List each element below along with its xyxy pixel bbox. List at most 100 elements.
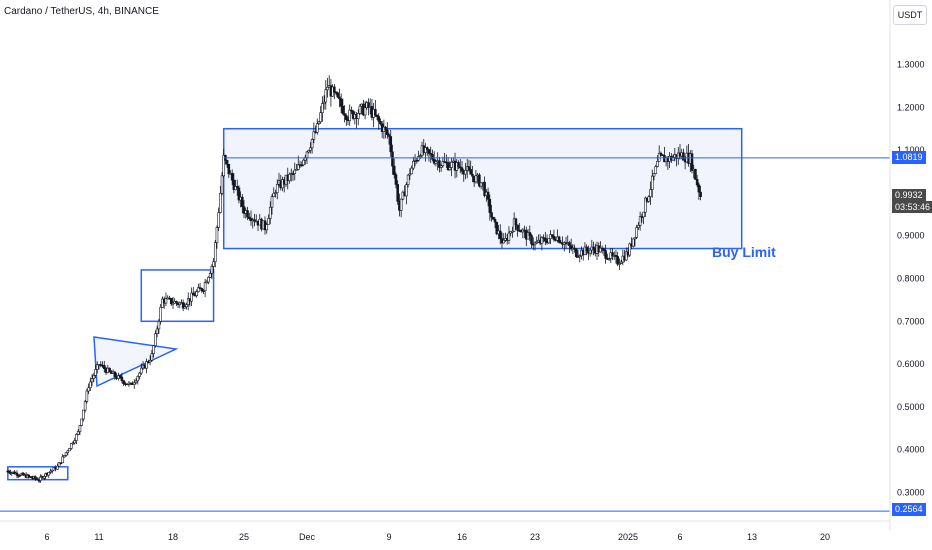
candle bbox=[637, 222, 640, 231]
level-tag-lower: 0.2564 bbox=[892, 503, 926, 516]
candle bbox=[599, 241, 602, 253]
candle bbox=[319, 106, 322, 124]
time-tick-label: 6 bbox=[677, 532, 682, 542]
candle bbox=[317, 121, 321, 125]
candle bbox=[47, 472, 51, 479]
candle bbox=[479, 182, 483, 190]
candle bbox=[87, 383, 90, 395]
candle bbox=[446, 156, 450, 172]
candle bbox=[399, 198, 403, 218]
candle bbox=[265, 222, 269, 234]
candle bbox=[631, 238, 635, 248]
candle bbox=[171, 297, 175, 309]
candle bbox=[652, 173, 656, 181]
candle bbox=[638, 211, 642, 231]
candle bbox=[118, 374, 122, 379]
candle bbox=[219, 185, 222, 214]
candle bbox=[614, 250, 618, 264]
candle bbox=[183, 302, 187, 309]
candle bbox=[246, 206, 249, 221]
candle bbox=[76, 429, 80, 436]
level-tag-upper: 1.0819 bbox=[892, 151, 926, 164]
candle bbox=[322, 95, 326, 110]
candle bbox=[272, 187, 276, 198]
candle bbox=[336, 91, 340, 99]
time-axis[interactable]: 6 11 18 25 Dec 9 16 23 2025 6 13 20 bbox=[44, 532, 830, 542]
candle bbox=[552, 229, 556, 242]
candle bbox=[185, 302, 188, 310]
candle bbox=[191, 287, 195, 296]
candle bbox=[120, 372, 124, 384]
candle bbox=[208, 271, 212, 279]
candle bbox=[656, 155, 659, 168]
candle bbox=[108, 367, 111, 373]
candle bbox=[326, 77, 329, 98]
triangle-pattern[interactable] bbox=[93, 336, 179, 388]
candle bbox=[464, 162, 467, 180]
buy-limit-label: Buy Limit bbox=[712, 244, 776, 260]
candle bbox=[649, 181, 652, 205]
candle bbox=[424, 143, 427, 162]
price-axis[interactable]: 0.3000 0.4000 0.5000 0.6000 0.7000 0.8000 0.90… bbox=[897, 60, 925, 498]
candle bbox=[312, 122, 316, 144]
candle bbox=[526, 228, 530, 240]
time-tick-label: 20 bbox=[820, 532, 830, 542]
candle bbox=[217, 207, 220, 232]
candle bbox=[78, 425, 82, 436]
candle bbox=[270, 194, 274, 215]
candle bbox=[557, 235, 561, 244]
candles-layer bbox=[6, 75, 702, 483]
candle bbox=[66, 449, 70, 456]
candle bbox=[502, 233, 506, 244]
candle bbox=[441, 156, 445, 168]
candle bbox=[647, 195, 651, 203]
candle bbox=[611, 247, 614, 261]
zones-layer bbox=[7, 127, 743, 481]
candle bbox=[57, 462, 61, 467]
candle bbox=[157, 318, 161, 334]
candle bbox=[59, 462, 63, 465]
candle bbox=[377, 113, 381, 130]
candle bbox=[654, 164, 658, 175]
currency-button[interactable]: USDT bbox=[893, 5, 927, 25]
candle bbox=[657, 145, 661, 162]
candle bbox=[267, 214, 270, 225]
candle bbox=[379, 118, 382, 126]
candle bbox=[343, 105, 346, 123]
candle bbox=[540, 236, 544, 251]
lines-layer bbox=[0, 157, 890, 512]
price-tick-label: 0.4000 bbox=[897, 445, 925, 455]
candle bbox=[71, 441, 75, 445]
candle bbox=[474, 170, 478, 184]
candle bbox=[15, 470, 19, 479]
candle bbox=[434, 159, 438, 167]
candle bbox=[63, 455, 66, 458]
candle bbox=[139, 363, 143, 375]
candle bbox=[408, 168, 412, 180]
candle bbox=[367, 98, 370, 116]
candle bbox=[491, 216, 495, 220]
candle bbox=[644, 196, 647, 217]
candle bbox=[136, 375, 140, 385]
candle bbox=[624, 247, 628, 262]
candle bbox=[628, 242, 632, 258]
candle bbox=[391, 144, 394, 175]
candle bbox=[385, 122, 389, 139]
candle bbox=[80, 418, 83, 427]
candle bbox=[650, 169, 654, 198]
time-tick-label: 18 bbox=[168, 532, 178, 542]
candle bbox=[448, 161, 452, 171]
countdown-tag: 03:53:46 bbox=[892, 201, 932, 213]
consolidation-zone-2[interactable] bbox=[140, 269, 215, 323]
candle bbox=[200, 287, 204, 293]
candle bbox=[274, 189, 277, 198]
candle bbox=[164, 292, 168, 307]
candle bbox=[550, 234, 554, 239]
candle bbox=[690, 149, 694, 174]
candle bbox=[138, 371, 141, 380]
candle bbox=[293, 162, 297, 181]
candle bbox=[410, 165, 413, 175]
price-tick-label: 1.3000 bbox=[897, 60, 925, 70]
candle bbox=[374, 99, 377, 117]
